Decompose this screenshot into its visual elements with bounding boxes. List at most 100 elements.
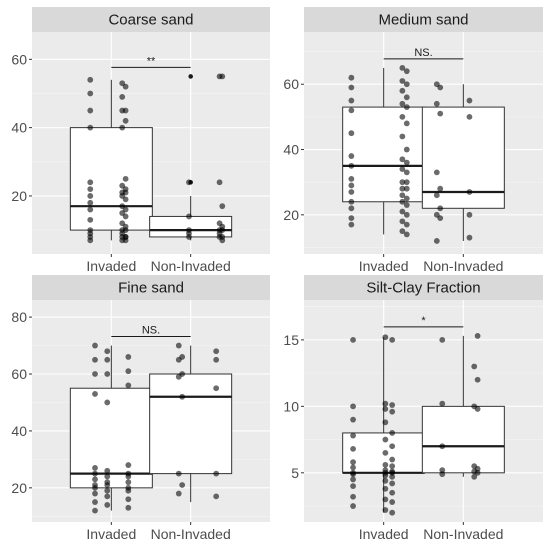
significance-label: NS. xyxy=(142,325,160,337)
data-point xyxy=(350,403,356,410)
data-point xyxy=(350,503,356,509)
data-point xyxy=(348,205,355,212)
data-point xyxy=(403,202,410,208)
data-point xyxy=(382,334,389,341)
significance-label: * xyxy=(421,315,426,327)
data-point xyxy=(399,192,406,199)
y-tick-label: 20 xyxy=(283,207,299,223)
data-point xyxy=(87,107,94,114)
data-point xyxy=(399,133,406,140)
data-point xyxy=(403,94,410,101)
data-point xyxy=(389,402,396,408)
data-point xyxy=(348,198,355,205)
data-point xyxy=(122,83,129,90)
data-point xyxy=(474,469,481,476)
box-iqr xyxy=(69,387,153,489)
data-point xyxy=(104,356,111,363)
y-tick-label: 20 xyxy=(11,188,27,204)
facet-title: Fine sand xyxy=(118,280,184,297)
data-point xyxy=(125,382,132,389)
data-point xyxy=(399,100,406,107)
x-tick-label: Invaded xyxy=(359,258,409,274)
data-point xyxy=(382,507,389,513)
data-point xyxy=(213,348,220,355)
data-point xyxy=(92,391,98,397)
data-point xyxy=(104,399,111,406)
data-point xyxy=(399,179,406,186)
data-point xyxy=(437,185,444,192)
data-point xyxy=(104,502,111,508)
data-point xyxy=(186,213,192,220)
data-point xyxy=(382,400,389,407)
data-point xyxy=(92,470,98,477)
data-point xyxy=(125,354,132,360)
data-point xyxy=(175,490,182,497)
data-point xyxy=(399,65,406,71)
data-point xyxy=(92,490,98,497)
data-point xyxy=(403,104,410,110)
data-point xyxy=(350,471,356,478)
data-point xyxy=(179,482,186,488)
data-point xyxy=(403,146,410,153)
data-point xyxy=(125,473,132,480)
data-point xyxy=(389,443,396,450)
data-point xyxy=(403,68,410,75)
data-point xyxy=(382,406,389,412)
facet-title: Coarse sand xyxy=(108,12,193,29)
data-point xyxy=(350,476,356,483)
y-tick-label: 60 xyxy=(283,76,299,92)
data-point xyxy=(186,234,192,240)
data-point xyxy=(403,120,410,127)
data-point xyxy=(348,176,355,182)
data-point xyxy=(474,406,481,412)
facet-strip xyxy=(304,275,543,300)
data-point xyxy=(399,185,406,192)
data-point xyxy=(216,179,223,186)
data-point xyxy=(403,231,410,238)
data-point xyxy=(350,432,356,439)
box-iqr xyxy=(421,405,505,474)
data-point xyxy=(87,199,94,206)
data-point xyxy=(348,162,355,169)
facet-panel: Medium sand 20 40 60 Invaded Non-Invaded NS. xyxy=(283,7,543,274)
data-point xyxy=(219,237,226,244)
data-point xyxy=(403,159,410,166)
data-point xyxy=(466,189,473,195)
data-point xyxy=(104,371,111,377)
data-point xyxy=(350,336,356,343)
data-point xyxy=(403,81,410,88)
data-point xyxy=(350,445,356,452)
data-point xyxy=(92,342,98,349)
data-point xyxy=(87,76,94,83)
x-tick-label: Invaded xyxy=(359,526,409,542)
box-iqr xyxy=(69,127,153,231)
data-point xyxy=(399,218,406,225)
y-tick-label: 15 xyxy=(283,332,299,348)
data-point xyxy=(122,213,129,220)
data-point xyxy=(399,198,406,205)
data-point xyxy=(213,356,220,363)
data-point xyxy=(389,480,396,487)
data-point xyxy=(213,470,220,477)
data-point xyxy=(389,430,396,436)
data-point xyxy=(350,483,356,490)
data-point xyxy=(466,97,473,104)
data-point xyxy=(399,87,406,94)
data-point xyxy=(389,489,396,496)
data-point xyxy=(389,336,396,343)
data-point xyxy=(213,493,220,500)
data-point xyxy=(348,107,355,114)
data-point xyxy=(350,464,356,471)
facet-title: Medium sand xyxy=(378,12,468,29)
y-tick-label: 10 xyxy=(283,398,299,414)
data-point xyxy=(439,400,446,407)
data-point xyxy=(403,195,410,202)
data-point xyxy=(382,485,389,492)
box-iqr xyxy=(342,106,426,203)
x-tick-label: Non-Invaded xyxy=(151,258,231,274)
data-point xyxy=(125,462,132,468)
significance-label: ** xyxy=(147,55,156,67)
data-point xyxy=(389,469,396,476)
facet-strip xyxy=(304,7,543,32)
